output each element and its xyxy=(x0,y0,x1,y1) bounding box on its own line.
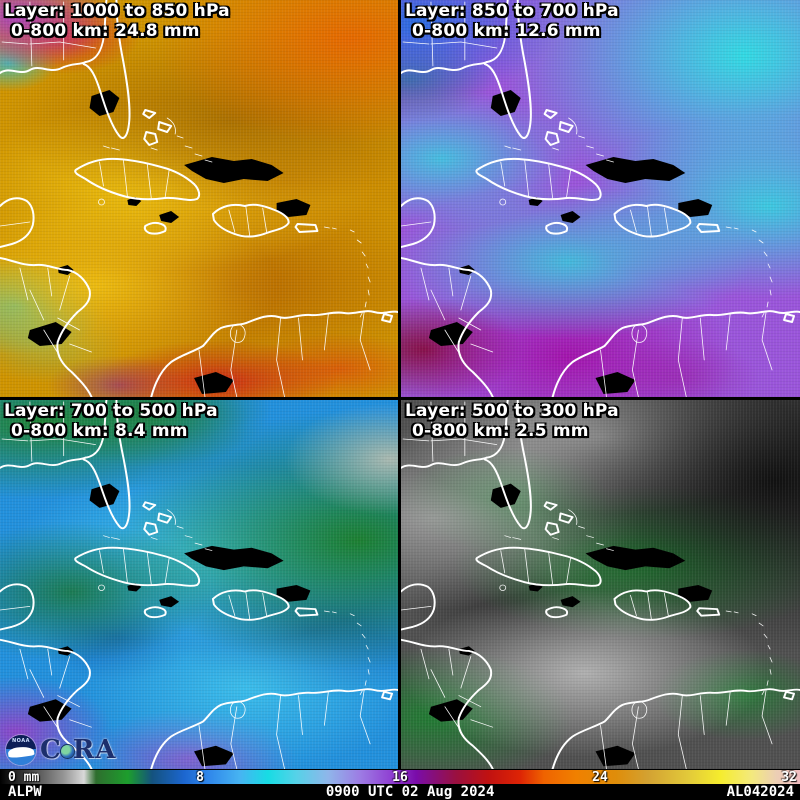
colorbar-zero-label: 0 mm xyxy=(8,770,40,785)
cira-globe-icon xyxy=(60,745,74,758)
map-panel-1000-850: Layer: 1000 to 850 hPa 0-800 km: 24.8 mm xyxy=(0,0,398,397)
coastline-overlay xyxy=(401,0,800,397)
panel-label: Layer: 700 to 500 hPa 0-800 km: 8.4 mm xyxy=(4,401,218,441)
colorbar-tick-24: 24 xyxy=(592,770,608,785)
layer-range-label: Layer: 850 to 700 hPa xyxy=(405,1,619,21)
cira-logo-icon: C RA xyxy=(40,737,116,763)
valid-time: 0900 UTC 02 Aug 2024 xyxy=(325,784,495,800)
cira-letter-c: C xyxy=(40,735,62,765)
colorbar-tick-8: 8 xyxy=(196,770,204,785)
status-bar: ALPW 0900 UTC 02 Aug 2024 AL042024 xyxy=(0,784,800,800)
panel-label: Layer: 850 to 700 hPa 0-800 km: 12.6 mm xyxy=(405,1,619,41)
coastline-overlay xyxy=(401,400,800,769)
layer-value-label: 0-800 km: 24.8 mm xyxy=(11,21,200,41)
map-panel-700-500: Layer: 700 to 500 hPa 0-800 km: 8.4 mm N… xyxy=(0,400,398,769)
map-panel-500-300: Layer: 500 to 300 hPa 0-800 km: 2.5 mm xyxy=(401,400,800,769)
layer-value-label: 0-800 km: 2.5 mm xyxy=(412,421,589,441)
layer-value-label: 0-800 km: 12.6 mm xyxy=(412,21,601,41)
cira-letters-ra: RA xyxy=(72,735,117,765)
layer-value-label: 0-800 km: 8.4 mm xyxy=(11,421,188,441)
layer-range-label: Layer: 500 to 300 hPa xyxy=(405,401,619,421)
noaa-seagull-icon xyxy=(7,745,35,759)
coastline-overlay xyxy=(0,0,398,397)
precipitable-water-colorbar: 0 mm 8 16 24 32 xyxy=(0,769,800,785)
product-name: ALPW xyxy=(8,784,42,800)
coastline-overlay xyxy=(0,400,398,769)
layer-range-label: Layer: 1000 to 850 hPa xyxy=(4,1,230,21)
layer-range-label: Layer: 700 to 500 hPa xyxy=(4,401,218,421)
panel-label: Layer: 1000 to 850 hPa 0-800 km: 24.8 mm xyxy=(4,1,230,41)
colorbar-tick-32: 32 xyxy=(781,770,797,785)
noaa-logo-icon: NOAA xyxy=(6,735,36,765)
colorbar-tick-16: 16 xyxy=(392,770,408,785)
panel-label: Layer: 500 to 300 hPa 0-800 km: 2.5 mm xyxy=(405,401,619,441)
map-panel-850-700: Layer: 850 to 700 hPa 0-800 km: 12.6 mm xyxy=(401,0,800,397)
storm-id-badge: AL042024 xyxy=(726,784,794,800)
colorbar-gradient xyxy=(0,770,800,785)
agency-logos: NOAA C RA xyxy=(6,735,116,765)
noaa-logo-text: NOAA xyxy=(11,738,31,744)
